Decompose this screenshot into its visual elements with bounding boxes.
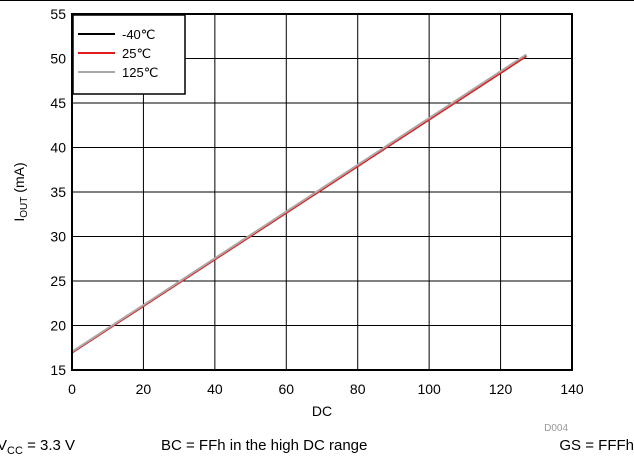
condition-vcc: VCC = 3.3 V [0, 437, 75, 457]
y-tick-label: 40 [50, 140, 66, 156]
legend-box [72, 14, 186, 95]
top-rule [0, 0, 634, 1]
y-tick-label: 45 [50, 95, 66, 111]
x-tick-label: 40 [207, 381, 223, 397]
series-line-3 [71, 53, 527, 353]
x-tick-label: 140 [560, 381, 584, 397]
x-tick-label: 80 [350, 381, 366, 397]
x-tick-labels: 0 20 40 60 80 100 120 140 [68, 381, 584, 397]
y-tick-label: 30 [50, 229, 66, 245]
condition-gs: GS = FFFh [559, 437, 634, 454]
y-tick-labels: 15 20 25 30 35 40 45 50 55 [50, 6, 66, 378]
y-tick-label: 25 [50, 273, 66, 289]
series-lines [71, 53, 527, 354]
plot-frame [71, 13, 573, 371]
x-tick-label: 60 [278, 381, 294, 397]
x-tick-label: 100 [417, 381, 441, 397]
legend-label: -40℃ [122, 27, 155, 42]
x-axis-title: DC [312, 403, 332, 419]
y-tick-label: 55 [50, 6, 66, 22]
legend: -40℃ 25℃ 125℃ [72, 14, 186, 95]
y-axis-title: IOUT (mA) [11, 162, 30, 221]
y-tick-label: 35 [50, 184, 66, 200]
y-tick-label: 15 [50, 362, 66, 378]
x-tick-label: 0 [68, 381, 76, 397]
condition-bc: BC = FFh in the high DC range [161, 437, 367, 454]
legend-label: 125℃ [122, 65, 158, 80]
y-tick-label: 20 [50, 318, 66, 334]
x-tick-label: 120 [489, 381, 513, 397]
legend-label: 25℃ [122, 46, 151, 61]
y-tick-label: 50 [50, 51, 66, 67]
x-tick-label: 20 [136, 381, 152, 397]
figure-id: D004 [544, 423, 568, 434]
